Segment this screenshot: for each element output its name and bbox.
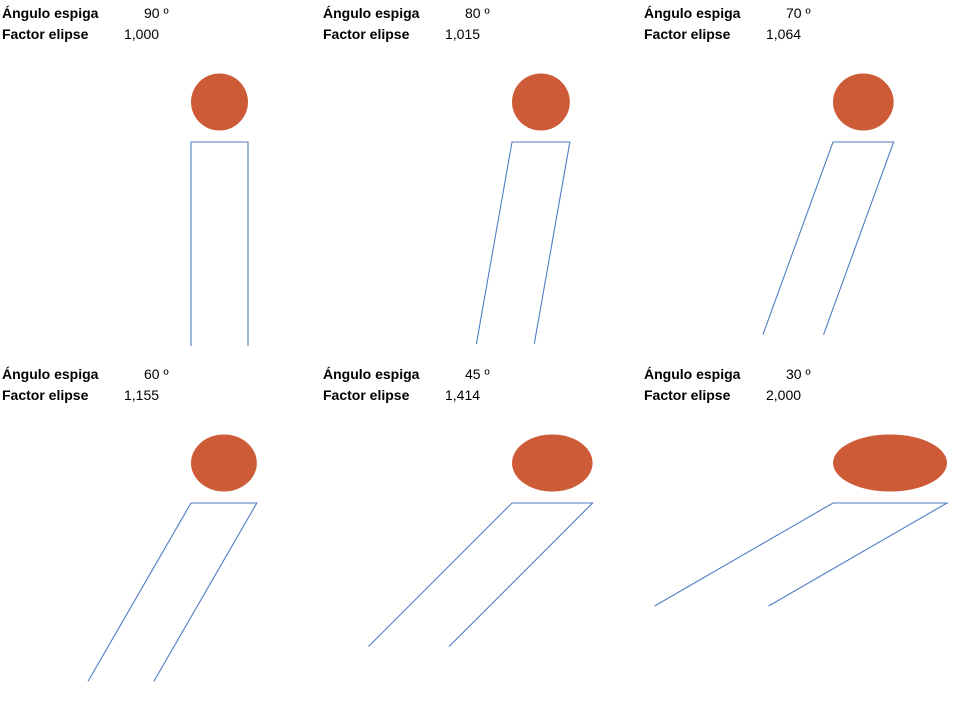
tenon-diagram [368, 434, 594, 647]
tenon-outline [475, 141, 571, 344]
factor-label: Factor elipse [323, 387, 410, 403]
tenon-diagram [475, 73, 571, 344]
tenon-outline [654, 502, 950, 607]
panel-30: Ángulo espiga 30 º Factor elipse 2,000 [642, 361, 963, 722]
factor-label: Factor elipse [2, 387, 89, 403]
tenon-outline [190, 141, 249, 346]
panel-60: Ángulo espiga 60 º Factor elipse 1,155 [0, 361, 321, 722]
tenon-outline [87, 502, 258, 682]
tenon-outline [762, 141, 895, 335]
angle-label: Ángulo espiga [2, 366, 99, 382]
tenon-diagram [762, 73, 895, 335]
tenon-diagram [87, 434, 258, 682]
factor-value: 1,015 [445, 26, 481, 42]
tenon-outline [368, 502, 594, 647]
angle-value: 70 º [786, 5, 811, 21]
angle-value: 90 º [144, 5, 169, 21]
factor-label: Factor elipse [2, 26, 89, 42]
tenon-ellipse [833, 434, 947, 492]
factor-value: 1,000 [124, 26, 160, 42]
factor-label: Factor elipse [644, 26, 731, 42]
angle-label: Ángulo espiga [323, 366, 420, 382]
angle-value: 30 º [786, 366, 811, 382]
angle-value: 80 º [465, 5, 490, 21]
panel-80: Ángulo espiga 80 º Factor elipse 1,015 [321, 0, 642, 361]
angle-label: Ángulo espiga [644, 5, 741, 21]
tenon-diagram [190, 73, 249, 346]
tenon-ellipse [512, 73, 570, 131]
factor-label: Factor elipse [323, 26, 410, 42]
factor-value: 2,000 [766, 387, 802, 403]
tenon-ellipse [191, 73, 248, 131]
angle-label: Ángulo espiga [2, 5, 99, 21]
panel-90: Ángulo espiga 90 º Factor elipse 1,000 [0, 0, 321, 361]
factor-value: 1,155 [124, 387, 160, 403]
angle-label: Ángulo espiga [323, 5, 420, 21]
tenon-ellipse [833, 73, 894, 131]
tenon-ellipse [191, 434, 257, 492]
tenon-diagram [654, 434, 950, 607]
tenon-ellipse [512, 434, 593, 492]
angle-label: Ángulo espiga [644, 366, 741, 382]
panel-70: Ángulo espiga 70 º Factor elipse 1,064 [642, 0, 963, 361]
factor-label: Factor elipse [644, 387, 731, 403]
panel-45: Ángulo espiga 45 º Factor elipse 1,414 [321, 361, 642, 722]
factor-value: 1,064 [766, 26, 802, 42]
angle-value: 45 º [465, 366, 490, 382]
factor-value: 1,414 [445, 387, 481, 403]
angle-value: 60 º [144, 366, 169, 382]
